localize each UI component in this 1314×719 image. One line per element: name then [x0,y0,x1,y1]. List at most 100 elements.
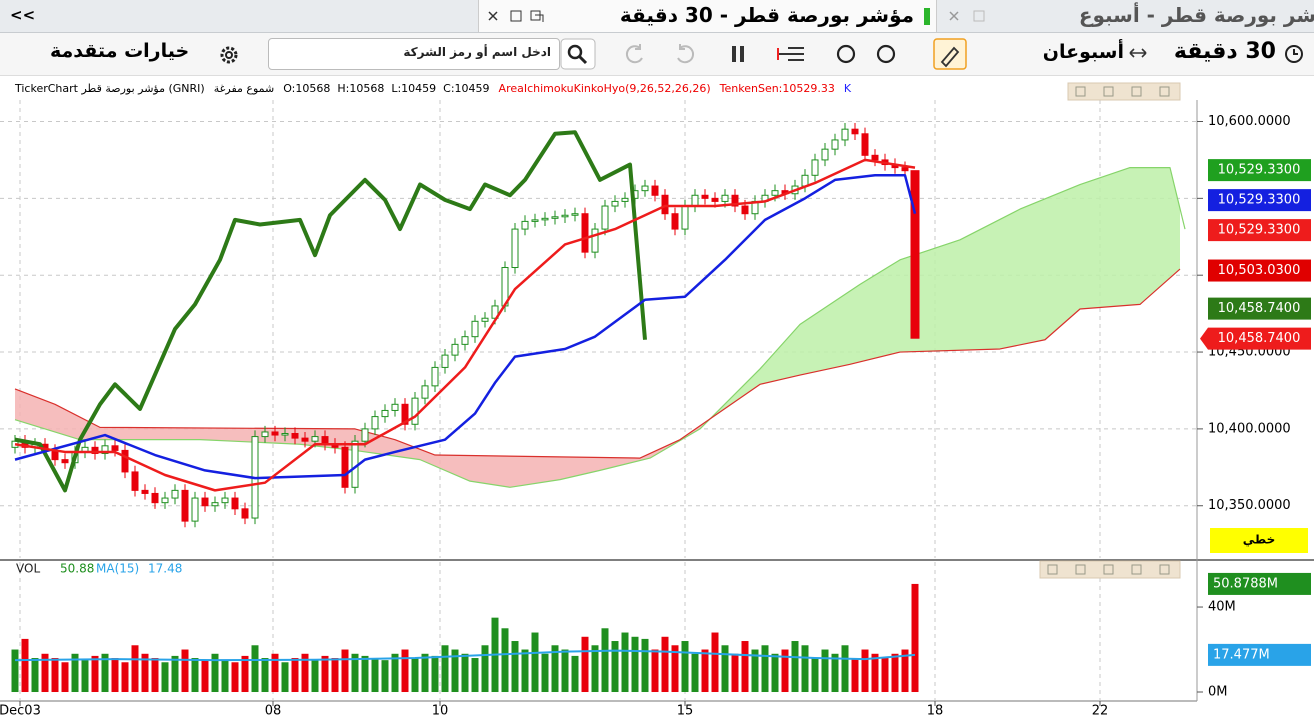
volume-legend: 17.48 [148,562,182,576]
volume-bar [101,653,109,693]
candle-body [671,213,679,230]
back-button[interactable]: << [10,6,36,24]
volume-bar [751,649,759,693]
volume-bar [291,658,299,693]
candle-body [381,409,389,418]
volume-bar [571,655,579,693]
volume-bar [81,660,89,693]
candle-body [121,449,129,473]
candle-body [910,170,920,339]
volume-bar [521,649,529,693]
candle-body [211,502,219,507]
candle-body [581,213,589,253]
search-input[interactable]: ادخل اسم أو رمز الشركة [268,38,560,70]
x-tick-label: 08 [265,704,282,719]
volume-bar [31,658,39,693]
pane-control [1103,86,1114,97]
volume-bar [371,658,379,693]
period-button[interactable]: أسبوعان [1042,41,1124,63]
interval-button[interactable]: 30 دقيقة [1173,39,1276,64]
volume-legend: MA(15) [96,562,139,576]
volume-bar [61,662,69,693]
volume-bar [11,649,19,693]
inactive-tab[interactable]: شر بورصة قطر - أسبوع [940,0,1314,32]
volume-bar [791,641,799,693]
pane-control [1103,564,1114,575]
candle-body [851,128,859,135]
volume-bar [271,653,279,693]
candle-body [221,497,229,504]
volume-bar [581,636,589,693]
advanced-options[interactable]: خيارات متقدمة [50,40,190,62]
candle-body [401,403,409,425]
candle-body [341,446,349,488]
candle-body [681,205,689,230]
volume-bar [901,649,909,693]
indicator-line [14,649,916,662]
candle-body [901,167,909,172]
candle-body [661,194,669,215]
volume-bar [151,658,159,693]
volume-bar [911,583,919,693]
volume-bar [381,660,389,693]
candle-body [691,194,699,207]
volume-bar [841,645,849,693]
volume-bar [761,645,769,693]
volume-bar [331,658,339,693]
volume-bar [471,658,479,693]
candle-body [151,492,159,504]
volume-bar [131,645,139,693]
volume-bar [411,658,419,693]
indicator-line [14,158,916,492]
candle-body [411,397,419,425]
volume-bar [541,653,549,693]
volume-bar [771,653,779,693]
candle-body [731,194,739,207]
volume-bar [231,662,239,693]
pane-control [1159,564,1170,575]
volume-bar [51,658,59,693]
candle-body [371,416,379,430]
candle-body [241,508,249,519]
active-tab[interactable]: مؤشر بورصة قطر - 30 دقيقة [478,0,937,32]
candle-body [551,216,559,219]
volume-bar [561,649,569,693]
volume-tag [1208,643,1311,666]
candle-body [601,205,609,230]
candle-body [311,436,319,442]
candle-body [461,336,469,345]
candle-body [871,154,879,161]
volume-bar [741,641,749,693]
volume-bar [881,658,889,693]
candle-body [711,197,719,202]
volume-bar [141,653,149,693]
volume-bar [701,649,709,693]
cloud-fill [710,167,1180,419]
status-indicator [924,8,930,25]
candle-body [161,497,169,504]
price-tag-label: 10,529.3300 [1218,223,1301,238]
x-tick-label: 10 [432,704,449,719]
volume-bar [481,645,489,693]
legend-more: K [843,82,852,95]
style-button-label: خطي [1243,533,1275,547]
x-tick-label: 18 [927,704,944,719]
candle-body [511,228,519,269]
volume-bar [421,653,429,693]
candle-body [801,174,809,187]
candle-body [561,214,569,218]
search-button[interactable] [560,38,596,70]
volume-bar [401,649,409,693]
candle-body [771,190,779,196]
volume-bar [91,655,99,693]
pane-controls-bg [1067,82,1181,101]
volume-tag-label: 50.8788M [1213,576,1278,591]
style-button[interactable] [1210,528,1308,553]
legend-source: TickerChart مؤشر بورصة قطر (GNRI) [15,82,205,95]
candle-body [431,366,439,387]
volume-bar [801,645,809,693]
volume-tag-label: 17.477M [1213,647,1270,662]
x-tick-label: 15 [677,704,694,719]
search-placeholder: ادخل اسم أو رمز الشركة [403,45,551,59]
